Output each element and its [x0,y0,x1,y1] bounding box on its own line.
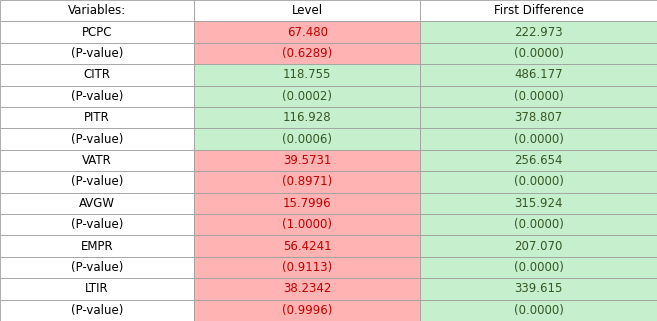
Text: (P-value): (P-value) [71,261,123,274]
Text: (0.0000): (0.0000) [514,133,564,146]
Text: (0.0006): (0.0006) [282,133,332,146]
Bar [0,64,194,86]
Text: 67.480: 67.480 [286,26,328,39]
Bar [194,43,420,64]
Bar [420,150,657,171]
Bar [194,0,420,22]
Text: (0.0000): (0.0000) [514,218,564,231]
Bar [0,22,194,43]
Bar [0,235,194,257]
Text: (P-value): (P-value) [71,304,123,317]
Text: (P-value): (P-value) [71,90,123,103]
Bar [420,0,657,22]
Bar [194,86,420,107]
Text: EMPR: EMPR [81,239,113,253]
Text: CITR: CITR [83,68,110,82]
Text: (0.8971): (0.8971) [282,175,332,188]
Text: 222.973: 222.973 [514,26,563,39]
Bar [420,278,657,299]
Text: First Difference: First Difference [494,4,583,17]
Text: (P-value): (P-value) [71,218,123,231]
Bar [0,107,194,128]
Bar [0,86,194,107]
Bar [420,193,657,214]
Bar [420,214,657,235]
Bar [194,107,420,128]
Bar [420,235,657,257]
Bar [420,64,657,86]
Text: AVGW: AVGW [79,197,115,210]
Text: 378.807: 378.807 [514,111,563,124]
Bar [0,214,194,235]
Text: (1.0000): (1.0000) [282,218,332,231]
Text: LTIR: LTIR [85,282,108,295]
Text: 118.755: 118.755 [283,68,331,82]
Text: 39.5731: 39.5731 [283,154,331,167]
Text: (0.0000): (0.0000) [514,90,564,103]
Text: (0.0000): (0.0000) [514,261,564,274]
Text: (0.0000): (0.0000) [514,175,564,188]
Text: 486.177: 486.177 [514,68,563,82]
Text: 38.2342: 38.2342 [283,282,331,295]
Text: 56.4241: 56.4241 [283,239,332,253]
Bar [0,171,194,193]
Text: 315.924: 315.924 [514,197,563,210]
Text: (P-value): (P-value) [71,175,123,188]
Bar [0,257,194,278]
Text: 339.615: 339.615 [514,282,563,295]
Bar [194,278,420,299]
Text: (P-value): (P-value) [71,47,123,60]
Text: (0.0000): (0.0000) [514,47,564,60]
Text: (0.0002): (0.0002) [282,90,332,103]
Bar [420,86,657,107]
Bar [194,128,420,150]
Text: (0.9996): (0.9996) [282,304,332,317]
Text: 256.654: 256.654 [514,154,563,167]
Bar [0,128,194,150]
Text: 15.7996: 15.7996 [283,197,332,210]
Bar [0,0,194,22]
Text: PITR: PITR [84,111,110,124]
Bar [0,278,194,299]
Bar [194,257,420,278]
Bar [420,43,657,64]
Text: Level: Level [292,4,323,17]
Text: (0.9113): (0.9113) [282,261,332,274]
Bar [194,64,420,86]
Text: 116.928: 116.928 [283,111,332,124]
Text: (P-value): (P-value) [71,133,123,146]
Text: (0.0000): (0.0000) [514,304,564,317]
Text: Variables:: Variables: [68,4,126,17]
Text: PCPC: PCPC [81,26,112,39]
Bar [420,257,657,278]
Text: VATR: VATR [82,154,112,167]
Bar [194,150,420,171]
Bar [194,299,420,321]
Bar [194,235,420,257]
Bar [420,107,657,128]
Bar [0,150,194,171]
Text: (0.6289): (0.6289) [282,47,332,60]
Bar [420,128,657,150]
Bar [194,22,420,43]
Bar [194,193,420,214]
Bar [194,214,420,235]
Bar [0,43,194,64]
Bar [0,193,194,214]
Bar [420,299,657,321]
Bar [0,299,194,321]
Text: 207.070: 207.070 [514,239,563,253]
Bar [420,22,657,43]
Bar [420,171,657,193]
Bar [194,171,420,193]
